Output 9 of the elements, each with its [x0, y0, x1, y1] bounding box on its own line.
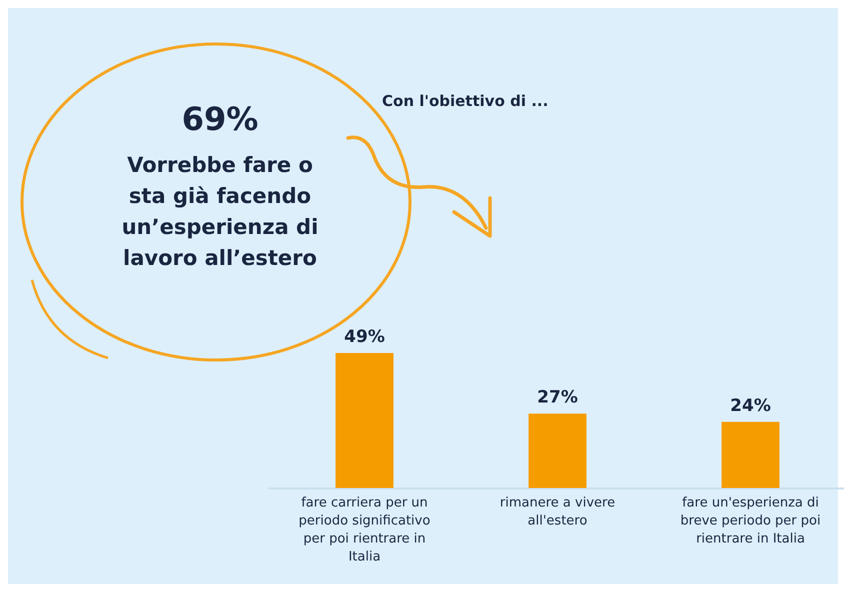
text: Vorrebbe fare o sta già facendo un’esperienza di lavoro all’estero [120, 152, 320, 272]
text: 69% [180, 100, 260, 138]
data-label: 24% [730, 396, 771, 416]
x-tick-label: fare carriera per un periodo significativo per poi rientrare in Italia [298, 496, 430, 564]
x-tick-label: fare un'esperienza di breve periodo per poi rientrare in Italia [680, 496, 821, 546]
text: Con l'obiettivo di ... [382, 92, 548, 110]
data-label: 49% [344, 327, 385, 347]
data-label: 27% [537, 388, 578, 408]
x-tick-label: rimanere a vivere all'estero [500, 496, 616, 528]
